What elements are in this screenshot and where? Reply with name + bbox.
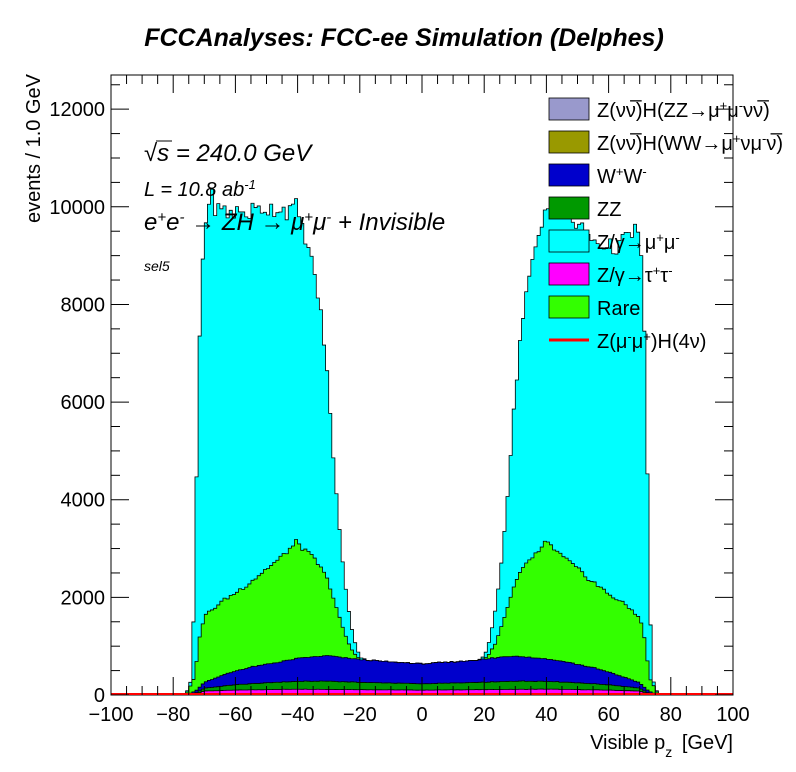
legend-label: Z(μ-μ+)H(4ν) [597, 329, 706, 354]
legend-swatch [548, 262, 590, 286]
x-tick-label: −100 [88, 704, 133, 726]
legend-label: Z(νν̅)H(WW→μ+νμ-ν̅) [597, 131, 783, 156]
y-tick-label: 2000 [61, 587, 106, 609]
y-tick-label: 12000 [49, 99, 105, 121]
y-axis: 0 2000 4000 6000 8000 10000 12000 [49, 84, 733, 707]
selection-label: sel5 [144, 258, 170, 274]
x-tick-label: 100 [716, 704, 749, 726]
x-tick-label: 0 [416, 704, 427, 726]
legend-label: Rare [597, 298, 640, 320]
x-axis-label-main: Visible p [590, 732, 665, 754]
y-tick-label: 8000 [61, 294, 106, 316]
x-tick-label: 40 [535, 704, 557, 726]
sqrt-s-text: s = 240.0 GeV [157, 140, 313, 167]
legend-label: Z/γ→τ+τ- [597, 263, 673, 288]
y-axis-label: events / 1.0 GeV [23, 73, 45, 223]
x-axis: −100 −80 −60 −40 −20 0 20 40 60 80 100 [88, 75, 750, 726]
sqrt-s-label: √s = 240.0 GeV [144, 140, 313, 167]
x-axis-label: Visible pz [GeV] [590, 732, 733, 760]
x-tick-label: −40 [281, 704, 315, 726]
x-tick-label: 80 [660, 704, 682, 726]
x-tick-label: −60 [218, 704, 252, 726]
legend-label: Z/γ→μ+μ- [597, 230, 680, 255]
y-tick-label: 4000 [61, 490, 106, 512]
legend-swatch [548, 229, 590, 253]
legend-swatch [548, 130, 590, 154]
y-tick-label: 10000 [49, 197, 105, 219]
lumi-label: L = 10.8 ab-1 [144, 177, 256, 202]
y-tick-label: 6000 [61, 392, 106, 414]
legend-swatch [548, 196, 590, 220]
x-axis-label-sub: z [665, 744, 672, 760]
sqrt-symbol: √ [144, 140, 158, 167]
chart-title: FCCAnalyses: FCC-ee Simulation (Delphes) [144, 24, 664, 52]
x-axis-label-unit: [GeV] [682, 732, 733, 754]
y-tick-label: 0 [94, 685, 105, 707]
legend-swatch [548, 295, 590, 319]
x-tick-label: −20 [343, 704, 377, 726]
x-tick-label: 60 [597, 704, 619, 726]
legend-label: Z(νν̅)H(ZZ→μ+μ-νν̅) [597, 98, 770, 123]
lumi-text: L = 10.8 ab [144, 179, 244, 201]
x-tick-label: 20 [473, 704, 495, 726]
legend-label: ZZ [597, 199, 621, 221]
legend-swatch [548, 163, 590, 187]
annotations: √s = 240.0 GeV L = 10.8 ab-1 e+e- → ZH →… [144, 140, 445, 274]
legend-label: W+W- [597, 164, 647, 189]
x-tick-label: −80 [156, 704, 190, 726]
lumi-exp: -1 [244, 177, 256, 192]
process-label: e+e- → ZH → μ+μ- + Invisible [144, 209, 445, 237]
legend-swatch [548, 97, 590, 121]
